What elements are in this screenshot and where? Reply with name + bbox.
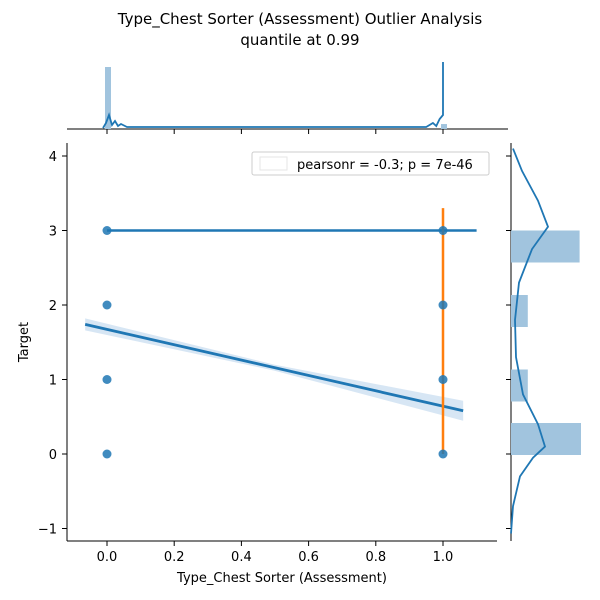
x-tick-label: 1.0 [433,550,454,565]
y-tick-label: 3 [49,225,57,240]
top-hist-bar [105,67,111,129]
y-axis-label: Target [17,322,32,363]
regression-line [84,323,464,413]
y-tick-label: 4 [49,150,57,165]
data-point [438,300,448,310]
chart-subtitle: quantile at 0.99 [240,31,360,49]
right-hist-bar [511,230,580,263]
data-point [438,375,448,384]
main-axes [66,143,497,542]
x-axis-label: Type_Chest Sorter (Assessment) [176,571,387,586]
right-marginal-plot [506,143,581,541]
legend-box [251,151,490,176]
data-point [438,226,448,235]
y-tick-label: 1 [49,374,57,389]
right-hist-bar [511,423,581,455]
x-tick-label: 0.4 [231,550,252,565]
data-point [102,449,112,459]
legend: pearsonr = -0.3; p = 7e-46 [251,151,490,176]
data-point [438,449,448,459]
top-hist-bar [441,124,447,129]
legend-swatch [259,156,288,171]
right-kde-curve [510,148,550,534]
data-point [102,375,112,384]
right-hist-bar [511,295,528,327]
y-tick-label: −1 [38,523,57,538]
confidence-band [85,318,464,421]
y-tick-label: 0 [49,448,57,463]
top-marginal-plot [67,62,508,134]
data-point [102,226,112,235]
x-tick-label: 0.6 [298,550,319,565]
y-tick-label: 2 [49,299,57,314]
data-point [102,300,112,310]
top-kde-curve [102,62,444,129]
chart-title: Type_Chest Sorter (Assessment) Outlier A… [117,10,483,28]
legend-text: pearsonr = -0.3; p = 7e-46 [297,158,473,173]
x-tick-label: 0.0 [97,550,118,565]
x-tick-label: 0.2 [164,550,185,565]
x-tick-label: 0.8 [365,550,386,565]
